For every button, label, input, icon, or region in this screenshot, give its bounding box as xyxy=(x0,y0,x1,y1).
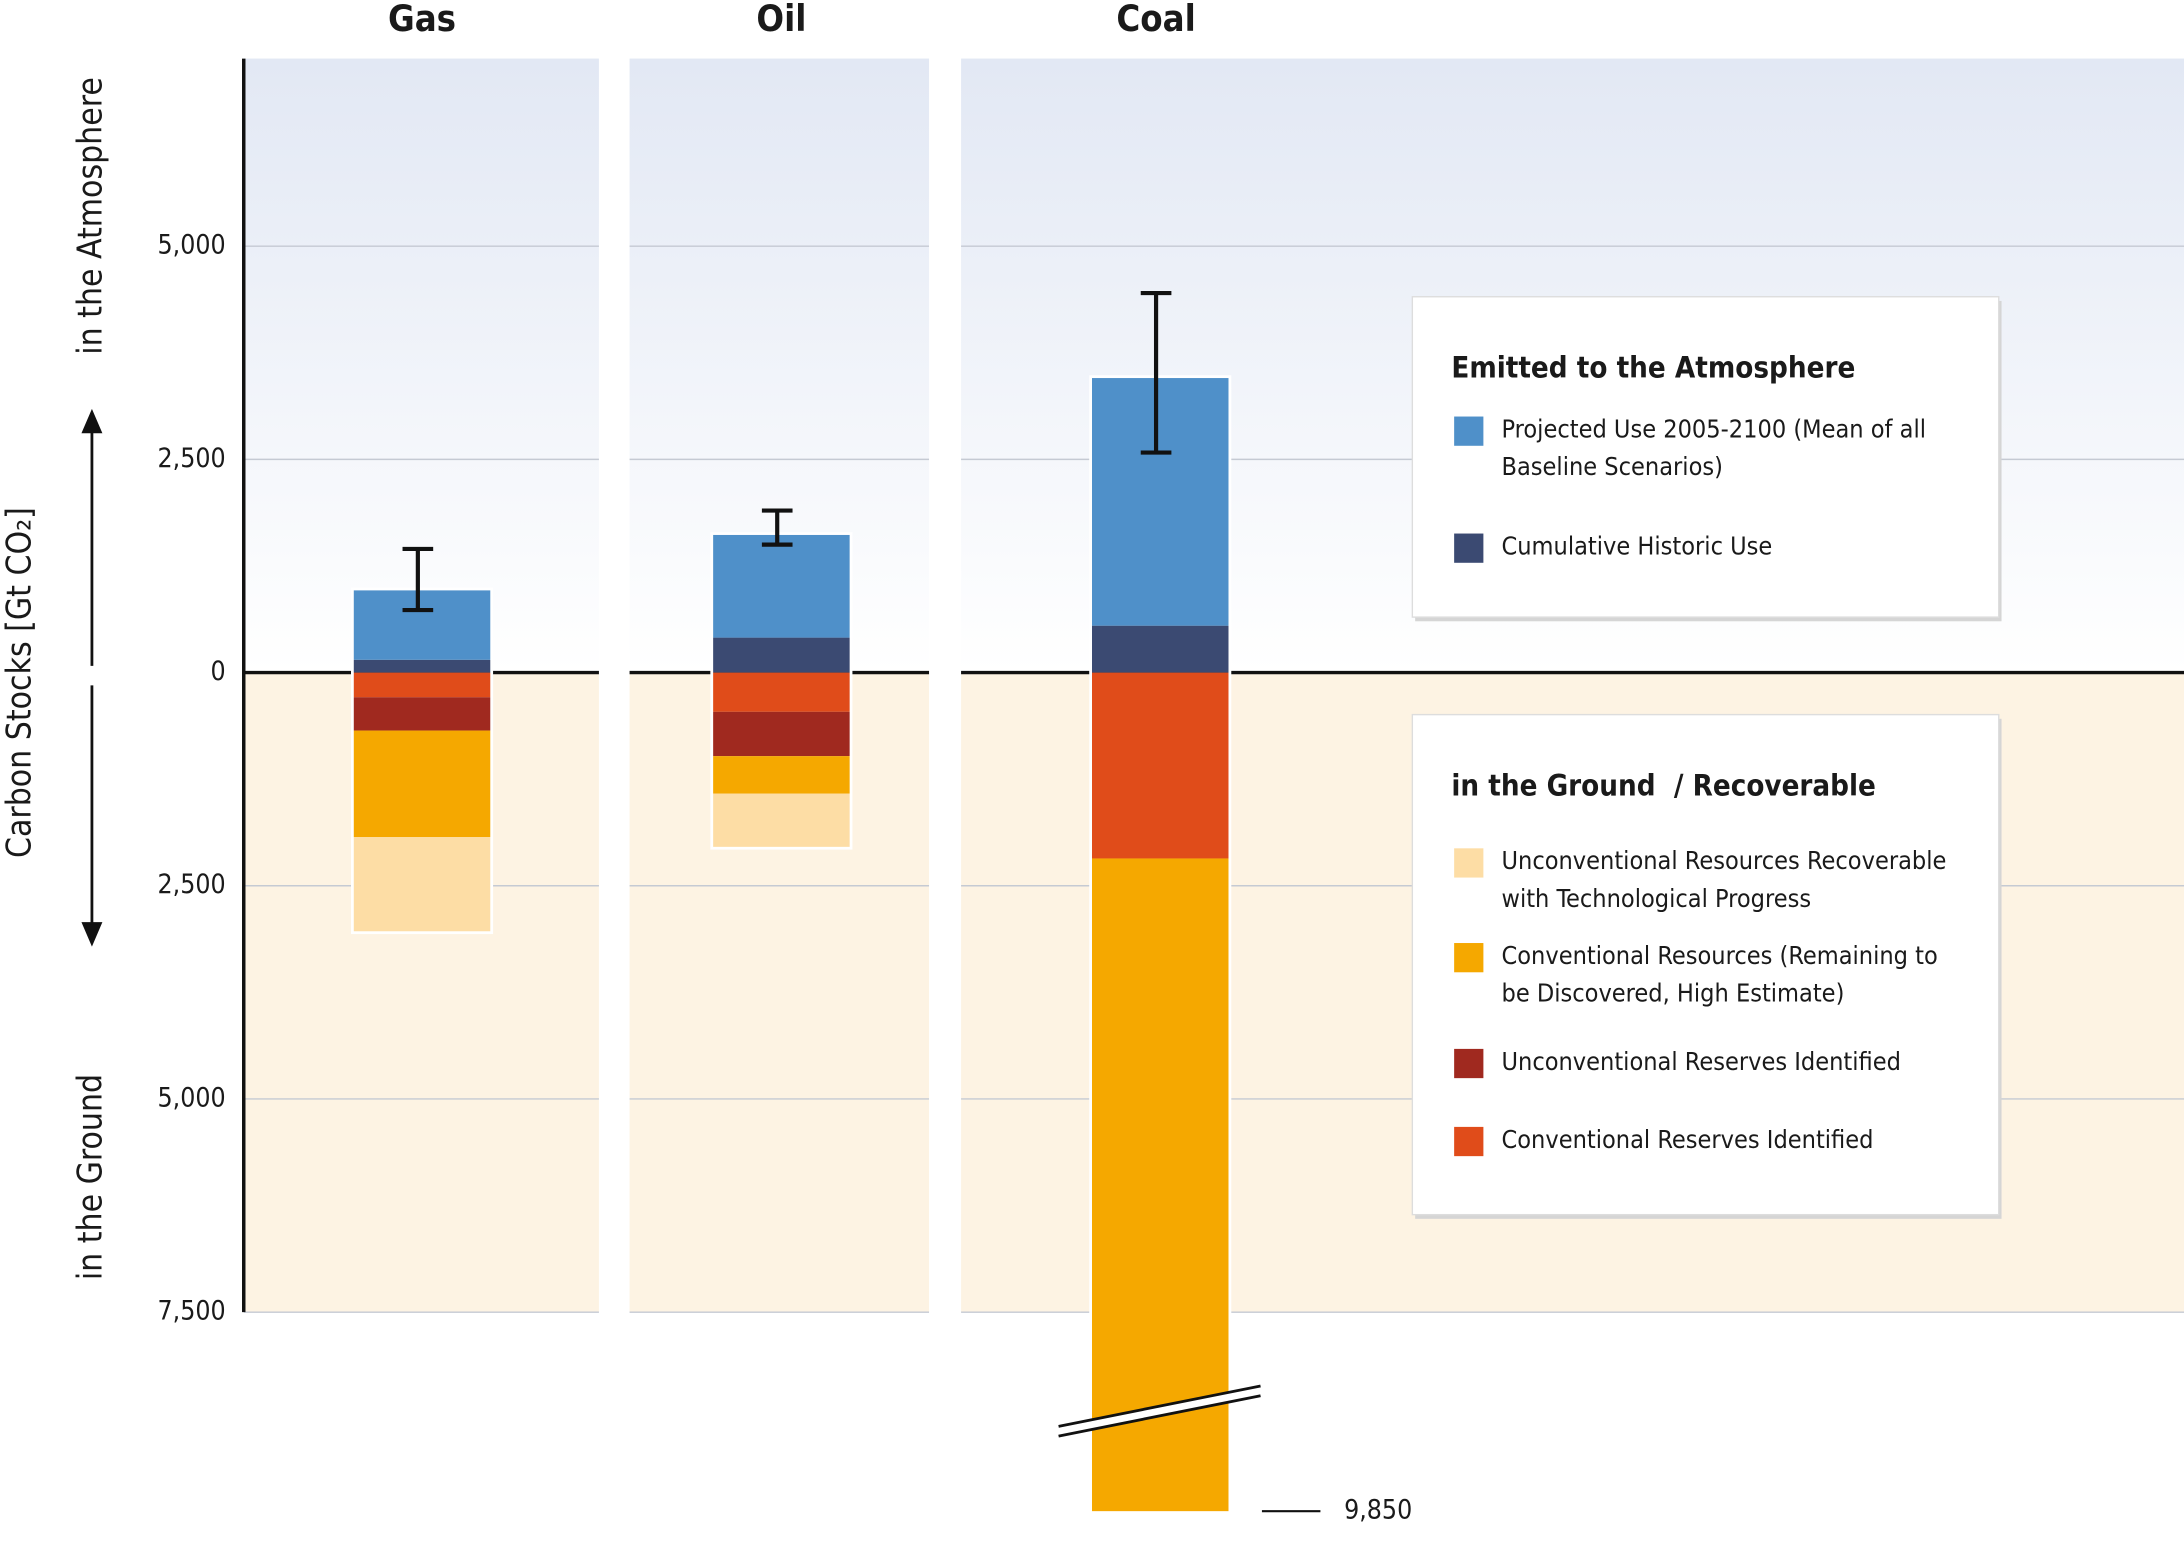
bar-segment xyxy=(711,711,852,757)
legend-swatch xyxy=(1454,1048,1484,1079)
legend-item: Cumulative Historic Use xyxy=(1501,532,1773,562)
legend-label: Cumulative Historic Use xyxy=(1501,532,1773,562)
legend-box xyxy=(1411,713,2000,1216)
y-tick-label: 0 xyxy=(211,656,226,687)
legend-item: Unconventional Reserves Identified xyxy=(1501,1047,1901,1077)
legend-item: Conventional Resources (Remaining to be … xyxy=(1501,941,1938,1009)
annotation: 9,850 xyxy=(1344,1495,1412,1526)
error-bar xyxy=(761,508,793,547)
category-label: Gas xyxy=(388,0,456,40)
y-tick-label: 2,500 xyxy=(158,443,226,474)
bar-segment xyxy=(711,533,852,638)
legend-label: Unconventional Resources Recoverable wit… xyxy=(1501,846,1947,914)
error-bar xyxy=(1140,290,1172,455)
legend-swatch xyxy=(1454,943,1484,973)
error-bar xyxy=(402,546,434,613)
bar-segment xyxy=(352,672,492,698)
bar-segment xyxy=(711,672,852,712)
bar-segment xyxy=(352,697,492,731)
legend-item: Projected Use 2005-2100 (Mean of all Bas… xyxy=(1501,415,1927,482)
upper-label: in the Atmosphere xyxy=(70,77,109,355)
category-label: Oil xyxy=(756,0,806,40)
y-tick-label: 5,000 xyxy=(158,230,226,261)
bar-segment xyxy=(352,659,492,673)
break-line xyxy=(1058,1394,1261,1438)
bar-segment xyxy=(352,837,492,933)
break-line xyxy=(1058,1384,1261,1428)
legend-label: Unconventional Reserves Identified xyxy=(1501,1047,1901,1077)
bar-segment xyxy=(1090,672,1230,859)
atmosphere-panel xyxy=(243,58,599,673)
bar-segment xyxy=(711,793,852,849)
legend-item: Conventional Reserves Identified xyxy=(1501,1125,1874,1155)
legend-swatch xyxy=(1454,416,1484,446)
legend-label: Conventional Reserves Identified xyxy=(1501,1125,1874,1155)
y-tick-label: 2,500 xyxy=(158,869,226,900)
bar-outline xyxy=(710,532,853,850)
bar-segment xyxy=(1090,376,1230,626)
legend-title: Emitted to the Atmosphere xyxy=(1451,351,1855,385)
bar-segment xyxy=(711,756,852,794)
bar-segment xyxy=(1090,625,1230,673)
y-axis-label: Carbon Stocks [Gt CO₂] xyxy=(0,507,38,858)
y-tick-label: 5,000 xyxy=(158,1082,226,1113)
bar-outline xyxy=(351,587,494,935)
category-label: Coal xyxy=(1116,0,1195,40)
bar-segment xyxy=(711,637,852,673)
lower-label: in the Ground xyxy=(70,1074,109,1280)
legend-box xyxy=(1411,296,2000,618)
bar-segment xyxy=(352,588,492,660)
legend-swatch xyxy=(1454,1126,1484,1157)
y-tick-label: 7,500 xyxy=(158,1296,226,1327)
axis-break xyxy=(1058,1384,1261,1438)
legend-item: Unconventional Resources Recoverable wit… xyxy=(1501,846,1947,914)
bar-outline xyxy=(1089,375,1232,1514)
legend-label: Projected Use 2005-2100 (Mean of all Bas… xyxy=(1501,415,1927,482)
bar-segment xyxy=(352,730,492,838)
legend-label: Conventional Resources (Remaining to be … xyxy=(1501,941,1938,1009)
legend-swatch xyxy=(1454,848,1484,878)
legend-title: in the Ground / Recoverable xyxy=(1451,769,1876,803)
arrow xyxy=(81,408,103,947)
legend-swatch xyxy=(1454,533,1484,563)
break-fill xyxy=(1058,1385,1261,1437)
